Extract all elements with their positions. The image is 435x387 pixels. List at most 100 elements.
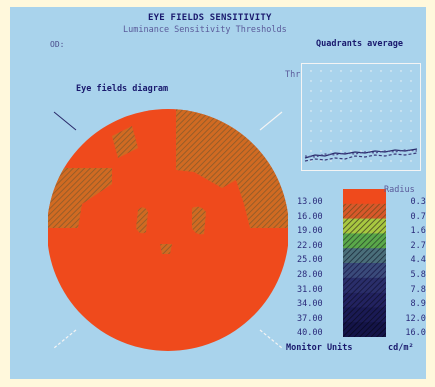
legend-colour-band: [343, 218, 386, 234]
quadrants-grid-dot: [320, 80, 322, 82]
quadrants-grid-dot: [390, 130, 392, 132]
quadrants-grid-dot: [360, 160, 362, 162]
quadrants-grid-dot: [400, 120, 402, 122]
quadrants-grid-dot: [350, 80, 352, 82]
quadrants-grid-dot: [330, 110, 332, 112]
legend-radius-tick: 0.79: [410, 211, 426, 222]
quadrants-grid-dot: [360, 100, 362, 102]
quadrants-grid-dot: [370, 90, 372, 92]
quadrants-grid-dot: [310, 140, 312, 142]
quadrants-series-group: [304, 148, 418, 162]
quadrants-grid-dot: [360, 150, 362, 152]
legend-units-right: cd/m²: [388, 343, 414, 353]
quadrants-grid-dot: [310, 100, 312, 102]
analyzer-screen: EYE FIELDS SENSITIVITY Luminance Sensiti…: [10, 7, 426, 379]
eye-fields-diagram-label: Eye fields diagram: [76, 84, 169, 94]
eye-label: OD:: [50, 40, 65, 49]
quadrants-grid-dot: [360, 110, 362, 112]
legend-radius-title: Radius: [384, 185, 415, 195]
quadrants-grid-dot: [360, 130, 362, 132]
quadrants-grid-dot: [310, 120, 312, 122]
quadrants-grid-dot: [340, 100, 342, 102]
quadrants-grid-dot: [320, 110, 322, 112]
quadrants-grid-dot: [320, 120, 322, 122]
quadrants-grid-dot: [360, 70, 362, 72]
quadrants-grid-dot: [310, 110, 312, 112]
quadrants-grid-dot: [400, 110, 402, 112]
legend-radius-tick: 7.80: [410, 284, 426, 295]
hatched-region-upper-left: [48, 168, 112, 228]
quadrants-grid-dot: [380, 110, 382, 112]
quadrants-grid-dot: [310, 130, 312, 132]
quadrants-grid-dot: [350, 70, 352, 72]
page-title: EYE FIELDS SENSITIVITY: [148, 13, 272, 23]
quadrants-grid-dot: [320, 130, 322, 132]
legend-threshold-tick: 25.00: [297, 255, 323, 266]
diagram-axis-line-ne: [259, 111, 283, 131]
legend-radius-tick: 16.00: [405, 328, 426, 339]
quadrants-grid-dot: [360, 80, 362, 82]
quadrants-grid-dot: [400, 160, 402, 162]
legend-threshold-tick: 13.00: [297, 197, 323, 207]
quadrants-grid-dot: [400, 130, 402, 132]
quadrants-grid-dot: [310, 160, 312, 162]
legend-radius-tick: 4.40: [410, 255, 426, 266]
legend-colour-band: [343, 322, 386, 337]
quadrants-grid-dot: [380, 80, 382, 82]
quadrants-grid-dot: [350, 150, 352, 152]
quadrants-grid-dot: [370, 120, 372, 122]
legend-colour-band: [343, 248, 386, 264]
diagram-axis-line-sw: [53, 329, 77, 349]
quadrants-grid-dot: [410, 70, 412, 72]
quadrants-grid-dot: [410, 90, 412, 92]
quadrants-trace: [304, 148, 418, 159]
legend-units-left: Monitor Units: [286, 343, 353, 353]
quadrants-grid-dot: [370, 70, 372, 72]
legend-threshold-tick: 22.00: [297, 240, 323, 251]
quadrants-grid-dot: [330, 80, 332, 82]
legend-colour-band: [343, 307, 386, 323]
quadrants-grid-dot: [400, 80, 402, 82]
quadrants-grid-dot: [400, 70, 402, 72]
legend-colour-band: [343, 203, 386, 219]
quadrants-grid-dot: [330, 100, 332, 102]
quadrants-grid-dot: [410, 80, 412, 82]
quadrants-grid-dot: [330, 150, 332, 152]
quadrants-grid-dot: [390, 140, 392, 142]
quadrants-average-plot: [301, 63, 421, 171]
legend-threshold-tick: 16.00: [297, 211, 323, 222]
quadrants-average-title: Quadrants average: [316, 39, 403, 49]
quadrants-grid-dot: [380, 120, 382, 122]
quadrants-grid-dot: [330, 120, 332, 122]
quadrants-grid-dot: [330, 90, 332, 92]
quadrants-grid-dot: [370, 80, 372, 82]
quadrants-grid-dot: [400, 90, 402, 92]
legend-radius-tick: 2.70: [410, 240, 426, 251]
legend-threshold-tick: 19.00: [297, 226, 323, 237]
quadrants-grid-dot: [330, 140, 332, 142]
legend-threshold-tick: 37.00: [297, 313, 323, 324]
quadrants-grid-dot: [390, 120, 392, 122]
quadrants-grid-dot: [390, 100, 392, 102]
quadrants-grid-dot: [350, 120, 352, 122]
legend-threshold-tick: 34.00: [297, 299, 323, 310]
quadrants-grid-dot: [360, 120, 362, 122]
legend-radius-tick: 5.80: [410, 270, 426, 280]
quadrants-grid-dot: [390, 110, 392, 112]
legend-threshold-tick: 40.00: [297, 328, 323, 339]
legend-threshold-tick: 28.00: [297, 270, 323, 280]
quadrants-grid-dot: [340, 130, 342, 132]
quadrants-grid-dot: [340, 150, 342, 152]
page-subtitle: Luminance Sensitivity Thresholds: [123, 25, 287, 35]
quadrants-grid-dot: [340, 90, 342, 92]
quadrants-grid-dot: [310, 90, 312, 92]
quadrants-grid-dot: [410, 110, 412, 112]
quadrants-grid-dot: [370, 110, 372, 112]
quadrants-grid-dot: [340, 70, 342, 72]
quadrants-grid: [310, 70, 412, 162]
quadrants-grid-dot: [380, 140, 382, 142]
quadrants-grid-dot: [330, 130, 332, 132]
quadrants-grid-dot: [410, 130, 412, 132]
quadrants-grid-dot: [350, 110, 352, 112]
quadrants-grid-dot: [320, 160, 322, 162]
